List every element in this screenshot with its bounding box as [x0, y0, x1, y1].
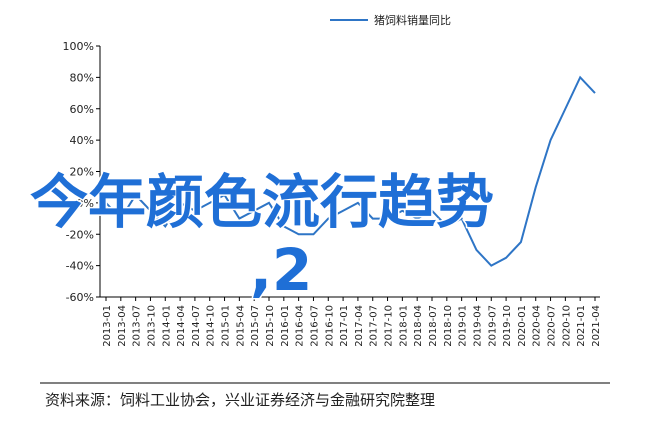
x-tick-label: 2014-07: [191, 305, 202, 347]
y-tick-label: 40%: [70, 134, 94, 147]
x-tick-label: 2016-04: [295, 305, 306, 347]
legend-label: 猪饲料销量同比: [374, 13, 451, 27]
x-tick-label: 2020-07: [547, 305, 558, 347]
x-tick-label: 2017-07: [369, 305, 380, 347]
x-tick-label: 2013-10: [146, 305, 157, 347]
x-tick-label: 2013-04: [117, 305, 128, 347]
source-note: 资料来源：饲料工业协会，兴业证券经济与金融研究院整理: [45, 391, 435, 409]
data-line: [105, 75, 596, 267]
x-tick-label: 2019-10: [502, 305, 513, 347]
x-tick-label: 2015-01: [221, 305, 232, 347]
x-tick-label: 2019-07: [487, 305, 498, 347]
x-tick-label: 2021-04: [591, 305, 602, 347]
x-tick-label: 2016-07: [309, 305, 320, 347]
x-tick-label: 2018-04: [413, 305, 424, 347]
x-tick-label: 2015-04: [235, 305, 246, 347]
x-tick-label: 2015-07: [250, 305, 261, 347]
y-tick-label: -20%: [66, 228, 94, 241]
y-tick-label: -40%: [66, 260, 94, 273]
x-tick-label: 2018-01: [398, 305, 409, 347]
y-tick-label: 80%: [70, 71, 94, 84]
x-tick-label: 2017-04: [354, 305, 365, 347]
x-tick-label: 2021-01: [576, 305, 587, 347]
x-tick-label: 2020-04: [532, 305, 543, 347]
x-tick-label: 2016-10: [324, 305, 335, 347]
x-tick-label: 2020-10: [561, 305, 572, 347]
overlay-text: ,2: [250, 236, 312, 304]
x-tick-label: 2018-07: [428, 305, 439, 347]
y-tick-label: 20%: [70, 166, 94, 179]
y-tick-label: 60%: [70, 103, 94, 116]
x-tick-label: 2014-01: [161, 305, 172, 347]
x-tick-label: 2017-10: [384, 305, 395, 347]
x-tick-label: 2013-01: [102, 305, 113, 347]
x-tick-label: 2019-04: [472, 305, 483, 347]
x-tick-label: 2019-01: [458, 305, 469, 347]
x-tick-label: 2014-10: [206, 305, 217, 347]
x-tick-label: 2020-01: [517, 305, 528, 347]
x-tick-label: 2014-04: [176, 305, 187, 347]
x-tick-label: 2015-10: [265, 305, 276, 347]
y-tick-label: -60%: [66, 291, 94, 304]
x-tick-label: 2017-01: [339, 305, 350, 347]
overlay-text: 今年颜色流行趋势: [30, 168, 494, 236]
x-tick-label: 2013-07: [132, 305, 143, 347]
y-tick-label: 100%: [63, 40, 94, 53]
x-tick-label: 2016-01: [280, 305, 291, 347]
y-tick-label: 0%: [77, 197, 94, 210]
x-tick-label: 2018-10: [443, 305, 454, 347]
